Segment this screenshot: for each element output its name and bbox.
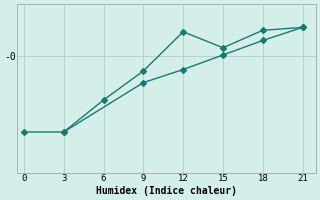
X-axis label: Humidex (Indice chaleur): Humidex (Indice chaleur) bbox=[96, 186, 237, 196]
